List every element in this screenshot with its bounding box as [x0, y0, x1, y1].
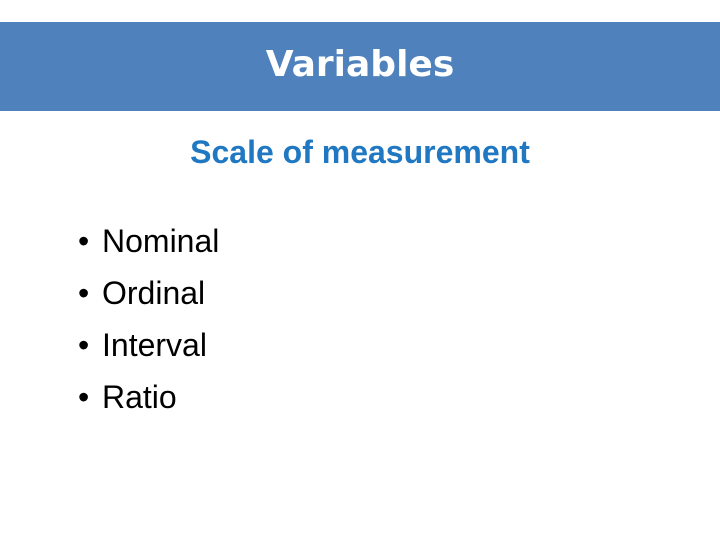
list-item-label: Interval	[102, 326, 207, 363]
bullet-icon: •	[78, 222, 90, 259]
bullet-icon: •	[78, 378, 90, 415]
list-item: • Ordinal	[78, 267, 219, 319]
list-item: • Ratio	[78, 371, 219, 423]
list-item-label: Ordinal	[102, 274, 206, 311]
bullet-icon: •	[78, 274, 90, 311]
list-item-label: Ratio	[102, 378, 177, 415]
bullet-icon: •	[78, 326, 90, 363]
list-item: • Interval	[78, 319, 219, 371]
slide-title: Variables	[265, 44, 455, 85]
title-bar: Variables	[0, 22, 720, 111]
slide-subtitle: Scale of measurement	[190, 134, 530, 170]
list-item-label: Nominal	[102, 222, 220, 259]
bullet-list: • Nominal • Ordinal • Interval • Ratio	[78, 215, 219, 423]
list-item: • Nominal	[78, 215, 219, 267]
